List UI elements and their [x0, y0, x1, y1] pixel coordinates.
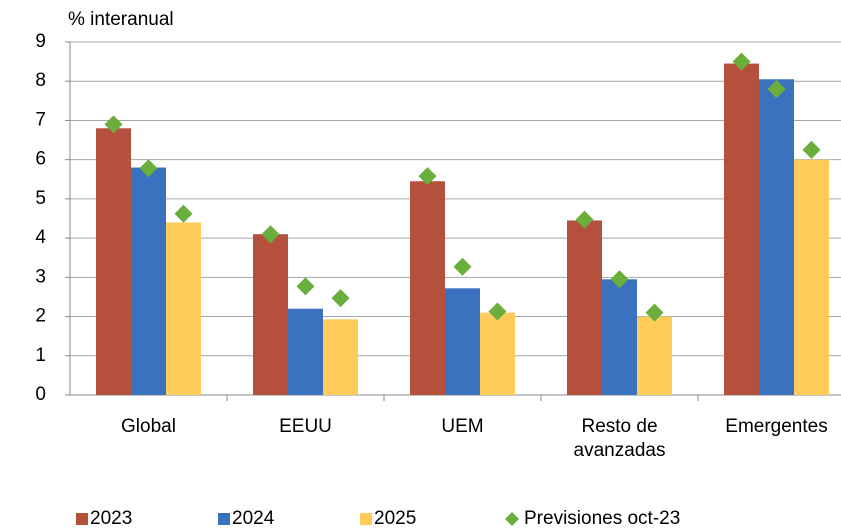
legend-swatch: [76, 513, 88, 525]
legend-swatch: [360, 513, 372, 525]
bar: [131, 167, 166, 395]
forecast-marker: [732, 52, 751, 71]
bar: [253, 234, 288, 395]
forecast-marker: [331, 289, 350, 308]
bar: [96, 128, 131, 396]
forecast-marker: [418, 167, 437, 186]
y-tick-label: 5: [35, 188, 46, 209]
bar: [637, 316, 672, 395]
bar: [567, 220, 602, 395]
y-tick-label: 4: [35, 227, 46, 248]
y-tick-label: 2: [35, 306, 46, 327]
legend-label: 2024: [232, 508, 275, 529]
legend-swatch: [218, 513, 230, 525]
legend-marker: [505, 512, 519, 526]
legend-label: 2025: [374, 508, 416, 529]
x-tick-label: Global: [121, 416, 176, 437]
bar: [602, 279, 637, 395]
legend-label: 2023: [90, 508, 132, 529]
bar: [410, 181, 445, 395]
y-tick-label: 3: [35, 266, 46, 287]
bar: [480, 312, 515, 395]
bar: [323, 319, 358, 395]
forecast-marker: [645, 303, 664, 322]
x-tick-label: Emergentes: [725, 416, 828, 437]
forecast-marker: [104, 115, 123, 134]
x-tick-label: Resto de avanzadas: [573, 416, 666, 461]
bar: [724, 63, 759, 395]
forecast-marker: [174, 204, 193, 223]
x-tick-label: UEM: [441, 416, 484, 437]
forecast-marker: [610, 270, 629, 289]
y-tick-label: 8: [35, 70, 46, 91]
forecast-marker: [139, 159, 158, 178]
forecast-marker: [575, 210, 594, 229]
bar: [759, 79, 794, 395]
bar: [166, 222, 201, 395]
x-tick-label: EEUU: [279, 416, 332, 437]
forecast-marker: [261, 225, 280, 244]
y-axis-title: % interanual: [68, 9, 174, 30]
y-tick-label: 6: [35, 149, 46, 170]
y-tick-label: 1: [35, 345, 46, 366]
forecast-marker: [488, 302, 507, 321]
bar: [794, 159, 829, 395]
y-tick-label: 0: [35, 384, 46, 405]
forecast-marker: [767, 80, 786, 99]
legend-label: Previsiones oct-23: [524, 508, 680, 529]
y-tick-label: 9: [35, 31, 46, 52]
bar: [288, 308, 323, 395]
forecast-marker: [296, 277, 315, 296]
forecast-marker: [802, 140, 821, 159]
bar: [445, 288, 480, 395]
y-tick-label: 7: [35, 109, 46, 130]
forecast-marker: [453, 257, 472, 276]
